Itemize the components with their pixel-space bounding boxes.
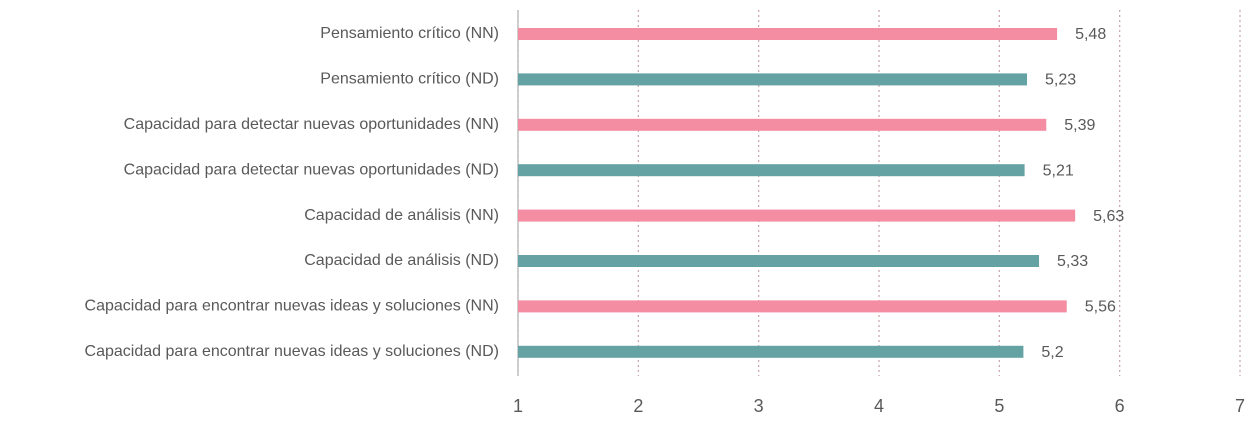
bar — [518, 300, 1067, 313]
bar — [518, 73, 1028, 86]
bar — [518, 345, 1024, 358]
bar — [518, 28, 1058, 40]
category-label: Capacidad para encontrar nuevas ideas y … — [85, 298, 499, 315]
x-tick-label: 5 — [994, 396, 1004, 416]
value-label: 5,63 — [1093, 208, 1124, 225]
x-tick-label: 1 — [513, 396, 523, 416]
x-tick-label: 6 — [1115, 396, 1125, 416]
value-label: 5,39 — [1064, 117, 1095, 134]
category-label: Capacidad de análisis (ND) — [304, 252, 499, 269]
category-label: Pensamiento crítico (ND) — [320, 71, 499, 88]
value-label: 5,2 — [1041, 344, 1063, 361]
bar — [518, 164, 1025, 177]
x-tick-label: 2 — [633, 396, 643, 416]
value-label: 5,23 — [1045, 72, 1076, 89]
bar — [518, 118, 1047, 131]
x-tick-label: 4 — [874, 396, 884, 416]
category-label: Capacidad para detectar nuevas oportunid… — [124, 116, 499, 133]
bar — [518, 209, 1076, 222]
x-tick-label: 3 — [754, 396, 764, 416]
value-label: 5,48 — [1075, 26, 1106, 43]
bar — [518, 255, 1040, 267]
value-label: 5,33 — [1057, 253, 1088, 270]
category-label: Capacidad de análisis (NN) — [304, 207, 499, 224]
category-label: Capacidad para encontrar nuevas ideas y … — [85, 343, 499, 360]
value-label: 5,21 — [1043, 162, 1074, 179]
category-label: Pensamiento crítico (NN) — [320, 25, 499, 42]
x-tick-label: 7 — [1235, 396, 1245, 416]
value-label: 5,56 — [1085, 299, 1116, 316]
category-label: Capacidad para detectar nuevas oportunid… — [124, 161, 499, 178]
